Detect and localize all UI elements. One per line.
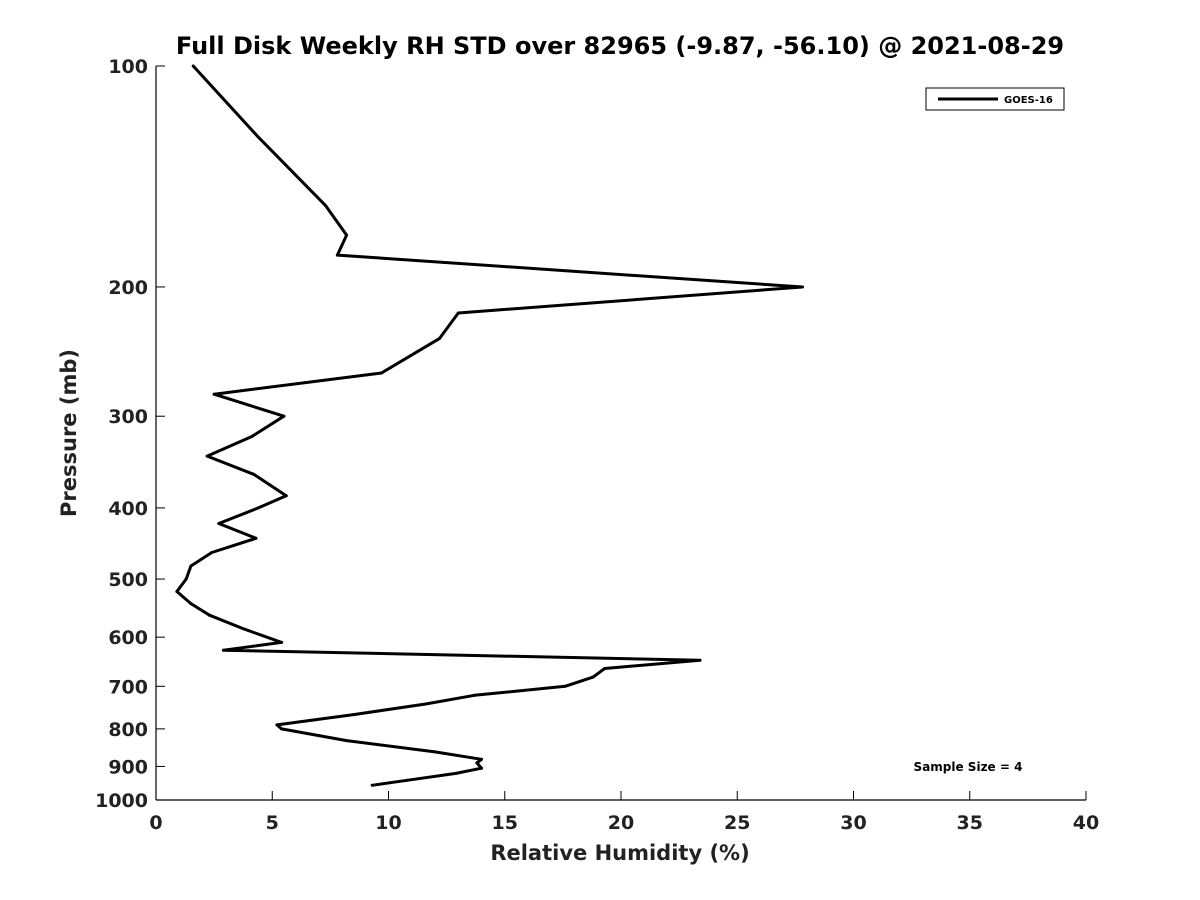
data-point: [256, 506, 260, 510]
data-point: [473, 693, 476, 697]
chart-title: Full Disk Weekly RH STD over 82965 (-9.8…: [176, 32, 1064, 60]
data-point: [352, 713, 356, 717]
data-point: [345, 739, 349, 743]
series-points: [175, 64, 804, 787]
y-tick-label: 700: [108, 676, 148, 698]
data-point: [335, 253, 339, 257]
x-tick-label: 40: [1073, 812, 1099, 834]
x-tick-label: 25: [724, 812, 750, 834]
y-tick-label: 600: [108, 627, 148, 649]
data-point: [242, 627, 246, 631]
data-point: [345, 233, 349, 237]
plot-area: 0 5 10 15 20 25 30 35 40 100 200 300 400 500 600 700 80…: [95, 56, 1099, 834]
data-point: [438, 336, 442, 340]
data-point: [184, 577, 188, 581]
data-point: [480, 757, 483, 761]
y-tick-label: 300: [108, 406, 148, 428]
x-tick-label: 0: [149, 812, 162, 834]
y-tick-label: 100: [108, 56, 148, 78]
data-point: [221, 648, 225, 652]
y-tick-label: 1000: [95, 790, 148, 812]
series-line-goes-16: [175, 64, 804, 787]
data-point: [208, 613, 211, 617]
data-point: [480, 766, 483, 770]
y-tick-label: 800: [108, 719, 148, 741]
data-point: [282, 414, 286, 418]
data-point: [191, 64, 195, 68]
data-point: [433, 750, 437, 754]
x-tick-label: 10: [375, 812, 401, 834]
x-tick-label: 15: [492, 812, 518, 834]
data-point: [252, 472, 256, 476]
data-point: [210, 551, 214, 554]
x-axis-ticks: 0 5 10 15 20 25 30 35 40: [149, 791, 1099, 834]
x-tick-label: 20: [608, 812, 634, 834]
data-point: [380, 371, 383, 375]
data-point: [603, 667, 607, 670]
y-tick-label: 500: [108, 569, 148, 591]
data-point: [175, 590, 179, 593]
data-point: [698, 658, 702, 662]
legend: GOES-16: [925, 87, 1065, 111]
data-point: [275, 723, 279, 727]
data-point: [189, 602, 193, 606]
data-point: [254, 536, 258, 540]
y-tick-label: 200: [108, 277, 148, 299]
data-point: [256, 135, 260, 139]
legend-entry: GOES-16: [1004, 95, 1053, 106]
data-point: [800, 285, 804, 289]
data-point: [424, 702, 428, 706]
y-axis-label: Pressure (mb): [57, 349, 81, 517]
data-point: [591, 675, 595, 679]
data-point: [189, 564, 193, 568]
y-axis-ticks: 100 200 300 400 500 600 700 800 900 1000: [95, 56, 165, 812]
data-point: [249, 435, 253, 439]
data-point: [563, 684, 567, 688]
x-tick-label: 5: [266, 812, 279, 834]
x-tick-label: 30: [840, 812, 866, 834]
sample-size-annotation: Sample Size = 4: [914, 760, 1023, 774]
data-point: [280, 640, 284, 644]
data-point: [217, 522, 221, 525]
y-tick-label: 400: [108, 498, 148, 520]
data-point: [284, 494, 288, 498]
data-point: [475, 761, 479, 765]
data-point: [370, 783, 374, 787]
data-point: [280, 727, 284, 731]
y-tick-label: 900: [108, 756, 148, 778]
data-point: [454, 771, 458, 775]
x-tick-label: 35: [957, 812, 983, 834]
data-point: [456, 311, 460, 315]
data-point: [205, 454, 209, 458]
data-point: [212, 392, 216, 396]
axes-background: [156, 66, 1086, 800]
x-axis-label: Relative Humidity (%): [490, 841, 749, 865]
data-point: [324, 204, 328, 208]
data-point: [405, 778, 409, 782]
